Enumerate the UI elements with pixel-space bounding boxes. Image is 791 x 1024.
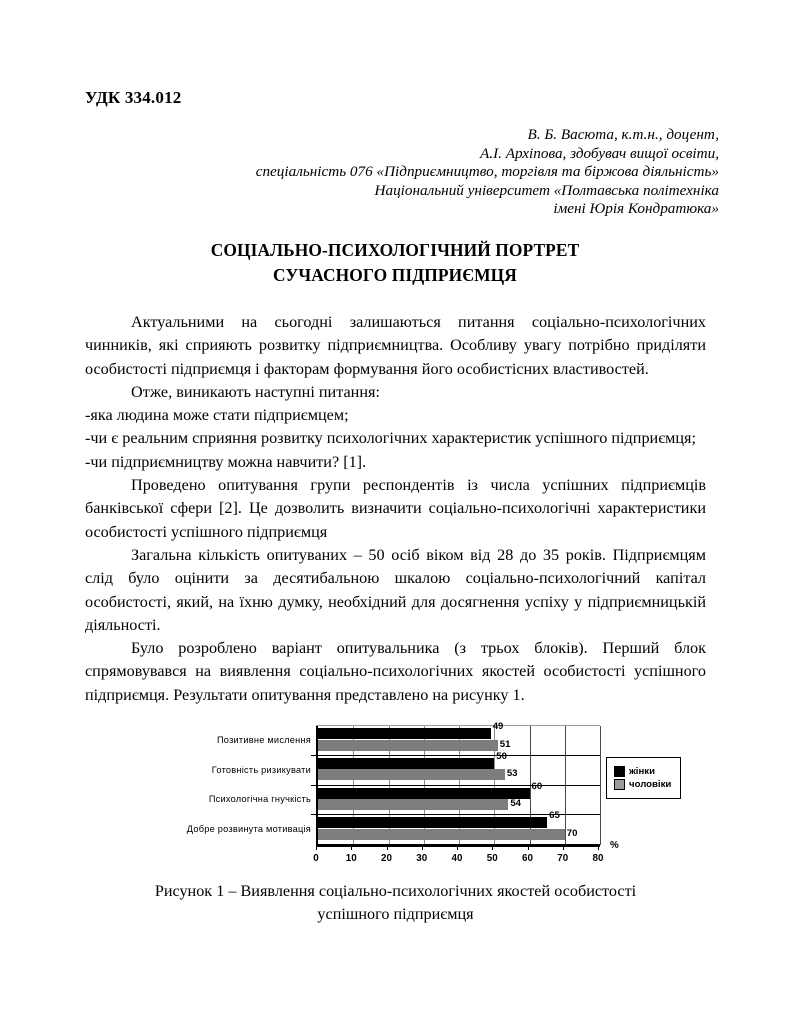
bar-жінки-0: [318, 728, 491, 739]
bar-value-label: 54: [510, 798, 522, 809]
plot-frame-top: [316, 725, 600, 726]
plot-area: 49 51 50 53 60 54 65 70: [316, 721, 601, 845]
legend-label: жінки: [629, 766, 655, 777]
bar-value-label: 70: [566, 827, 578, 839]
gridline: [529, 726, 531, 845]
gridline: [600, 726, 601, 845]
x-axis-unit-label: %: [610, 840, 619, 851]
chart-legend: жінки чоловіки: [606, 757, 682, 799]
author-line-4: Національний університет «Полтавська пол…: [374, 181, 719, 199]
x-tick-label: 0: [313, 853, 319, 864]
legend-label: чоловіки: [629, 779, 672, 790]
x-tick-label: 30: [416, 853, 428, 864]
x-tick-label: 60: [522, 853, 533, 864]
paragraph-1: Актуальними на сьогодні залишаються пита…: [85, 313, 706, 378]
bar-value-label: 60: [531, 780, 543, 792]
paragraph-4: Загальна кількість опитуваних – 50 осіб …: [85, 545, 706, 634]
y-tick: [311, 754, 316, 756]
category-axis-labels: Позитивне мислення Готовність ризикувати П…: [185, 726, 313, 848]
page-title-line-1: СОЦІАЛЬНО-ПСИХОЛОГІЧНИЙ ПОРТРЕТ: [210, 240, 580, 260]
figure-caption-line-1: Рисунок 1 – Виявлення соціально-психолог…: [154, 882, 637, 900]
legend-item-women: жінки: [614, 766, 671, 777]
bullet-item-1: -яка людина може стати підприємцем;: [85, 404, 706, 427]
bar-чоловіки-3: [318, 828, 565, 840]
author-line-5: імені Юрія Кондратюка»: [553, 200, 719, 218]
band-separator: [318, 754, 600, 756]
bar-value-label: 65: [549, 810, 560, 822]
x-tick: [386, 845, 388, 850]
x-tick: [527, 845, 529, 850]
bar-value-label: 53: [506, 768, 518, 780]
author-line-1: В. Б. Васюта, к.т.н., доцент,: [527, 126, 719, 143]
author-line-3: спеціальність 076 «Підприємництво, торгі…: [255, 163, 719, 181]
gridline: [353, 726, 355, 845]
paragraph-5: Було розроблено варіант опитувальника (з…: [85, 639, 706, 704]
x-tick: [457, 845, 458, 850]
page-title-line-2: СУЧАСНОГО ПІДПРИЄМЦЯ: [273, 265, 517, 285]
y-tick: [311, 784, 316, 786]
category-label-2: Психологічна гнучкість: [208, 794, 311, 805]
bullet-text: яка людина може стати підприємцем;: [90, 406, 349, 425]
band-separator: [318, 844, 600, 845]
gridline: [423, 726, 425, 845]
bar-chart: Позитивне мислення Готовність ризикувати П…: [185, 721, 705, 870]
figure-1: Позитивне мислення Готовність ризикувати П…: [0, 721, 791, 872]
x-tick: [492, 845, 494, 850]
bullet-dash: -: [85, 429, 91, 448]
gridline: [388, 726, 390, 845]
author-line-2: А.І. Архіпова, здобувач вищої освіти,: [480, 144, 719, 162]
category-label-1: Готовність ризикувати: [211, 764, 311, 775]
x-tick: [316, 845, 317, 850]
x-tick: [562, 845, 564, 850]
bullet-dash: -: [85, 406, 91, 425]
x-axis-line: [316, 845, 600, 847]
bar-value-label: 50: [496, 750, 507, 762]
bullet-text: чи підприємництву можна навчити? [1].: [90, 452, 367, 471]
bar-value-label: 51: [499, 738, 511, 750]
band-separator: [318, 784, 600, 786]
figure-caption-line-2: успішного підприємця: [317, 905, 474, 924]
category-label-0: Позитивне мислення: [216, 734, 311, 745]
x-tick-label: 40: [451, 853, 463, 864]
x-tick: [351, 845, 353, 850]
band-separator: [318, 814, 600, 816]
bar-жінки-3: [318, 817, 548, 829]
x-tick: [421, 845, 423, 850]
bullet-item-2: -чи є реальним сприяння розвитку психоло…: [85, 427, 706, 450]
page-title: СОЦІАЛЬНО-ПСИХОЛОГІЧНИЙ ПОРТРЕТ СУЧАСНОГ…: [85, 238, 705, 288]
udk-code: УДК 334.012: [85, 88, 182, 107]
category-label-3: Добре розвинута мотивація: [186, 824, 311, 835]
paragraph-2: Отже, виникають наступні питання:: [131, 382, 380, 401]
figure-caption: Рисунок 1 – Виявлення соціально-психолог…: [85, 880, 706, 927]
bar-чоловіки-2: [318, 799, 509, 810]
x-tick-label: 70: [557, 853, 569, 864]
bar-чоловіки-0: [318, 739, 498, 751]
article-body: Актуальними на сьогодні залишаються пита…: [85, 311, 706, 707]
bullet-dash: -: [85, 452, 91, 471]
bullet-item-3: -чи підприємництву можна навчити? [1].: [85, 451, 706, 474]
bar-жінки-1: [318, 757, 495, 769]
gridline: [459, 726, 460, 845]
gridline: [494, 726, 496, 845]
bar-жінки-2: [318, 787, 530, 799]
x-tick-label: 80: [592, 853, 604, 864]
legend-swatch-icon: [614, 766, 625, 777]
x-tick: [598, 845, 599, 850]
legend-item-men: чоловіки: [614, 779, 671, 790]
gridline: [564, 726, 566, 845]
paragraph-3: Проведено опитування групи респондентів …: [85, 476, 706, 541]
author-block: В. Б. Васюта, к.т.н., доцент, А.І. Архіп…: [159, 126, 719, 219]
x-tick-label: 20: [381, 853, 392, 864]
bar-value-label: 49: [492, 721, 504, 732]
bullet-text: чи є реальним сприяння розвитку психолог…: [90, 429, 696, 448]
legend-swatch-icon: [614, 779, 625, 790]
x-tick-label: 10: [345, 853, 357, 864]
y-tick: [311, 814, 316, 816]
x-tick-label: 50: [486, 853, 498, 864]
bar-чоловіки-1: [318, 769, 505, 781]
